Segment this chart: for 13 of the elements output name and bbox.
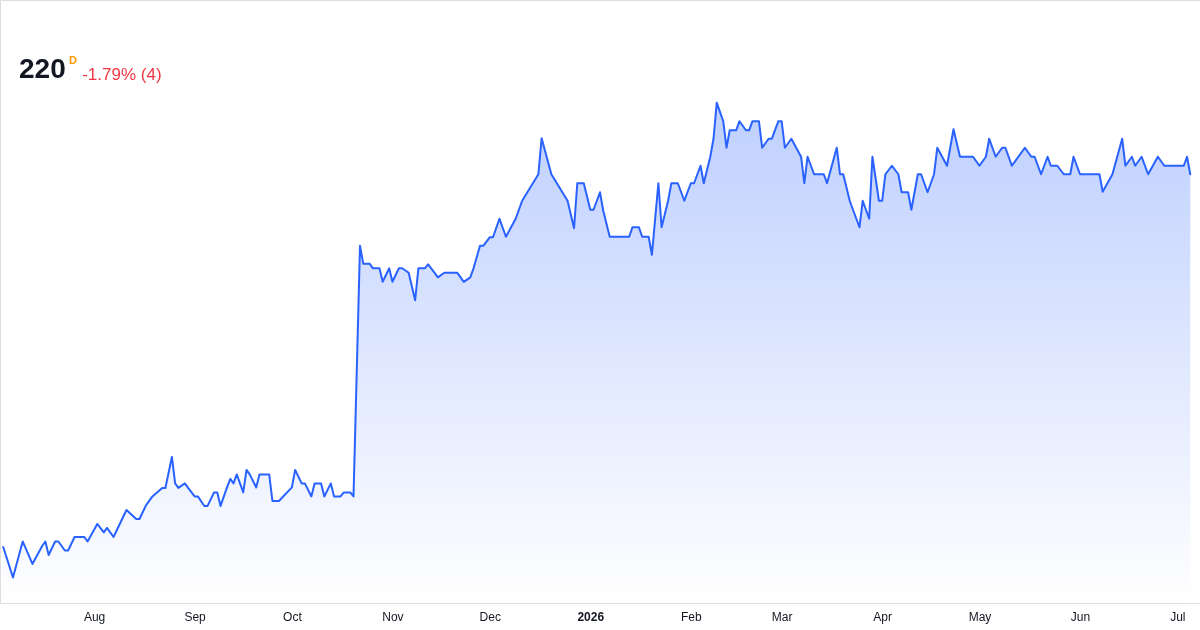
x-tick-label: Jul [1170,609,1186,624]
x-tick-label: Feb [680,609,702,624]
x-tick-label: Sep [184,609,207,624]
x-tick-label: Nov [382,609,404,624]
x-tick-label: Oct [283,609,303,624]
x-tick-label: Mar [771,609,793,624]
x-tick-label: Apr [873,609,893,624]
x-tick-label: 2026 [577,609,605,624]
x-tick-label: Jun [1070,609,1091,624]
chart-subtitle: -1.79% (4) [82,65,162,84]
x-tick-label: May [968,609,992,624]
x-tick-label: Aug [83,609,106,624]
x-tick-label: Dec [479,609,501,624]
